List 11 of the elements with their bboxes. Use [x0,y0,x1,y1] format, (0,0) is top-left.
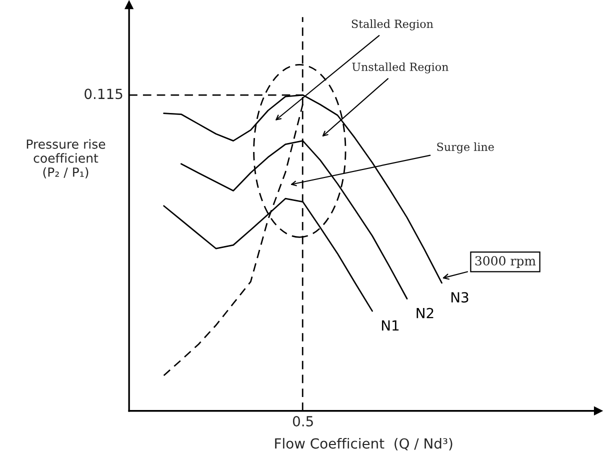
text: Unstalled Region [352,62,448,74]
text: Stalled Region [352,19,434,30]
annotation: Surge line [437,142,494,154]
series-label: N1 [382,320,399,331]
series-label: N2 [416,308,434,318]
y-axis-title: Pressure rise coefficient (P₂ / P₁) [26,139,106,178]
legend-label: N3 [451,292,468,303]
text: 0.115 [84,88,122,100]
x-axis-title: Flow Coefficient (Q / Nd³) [275,438,452,450]
text: 0.5 [292,416,313,426]
text: 3000 rpm [475,256,536,268]
